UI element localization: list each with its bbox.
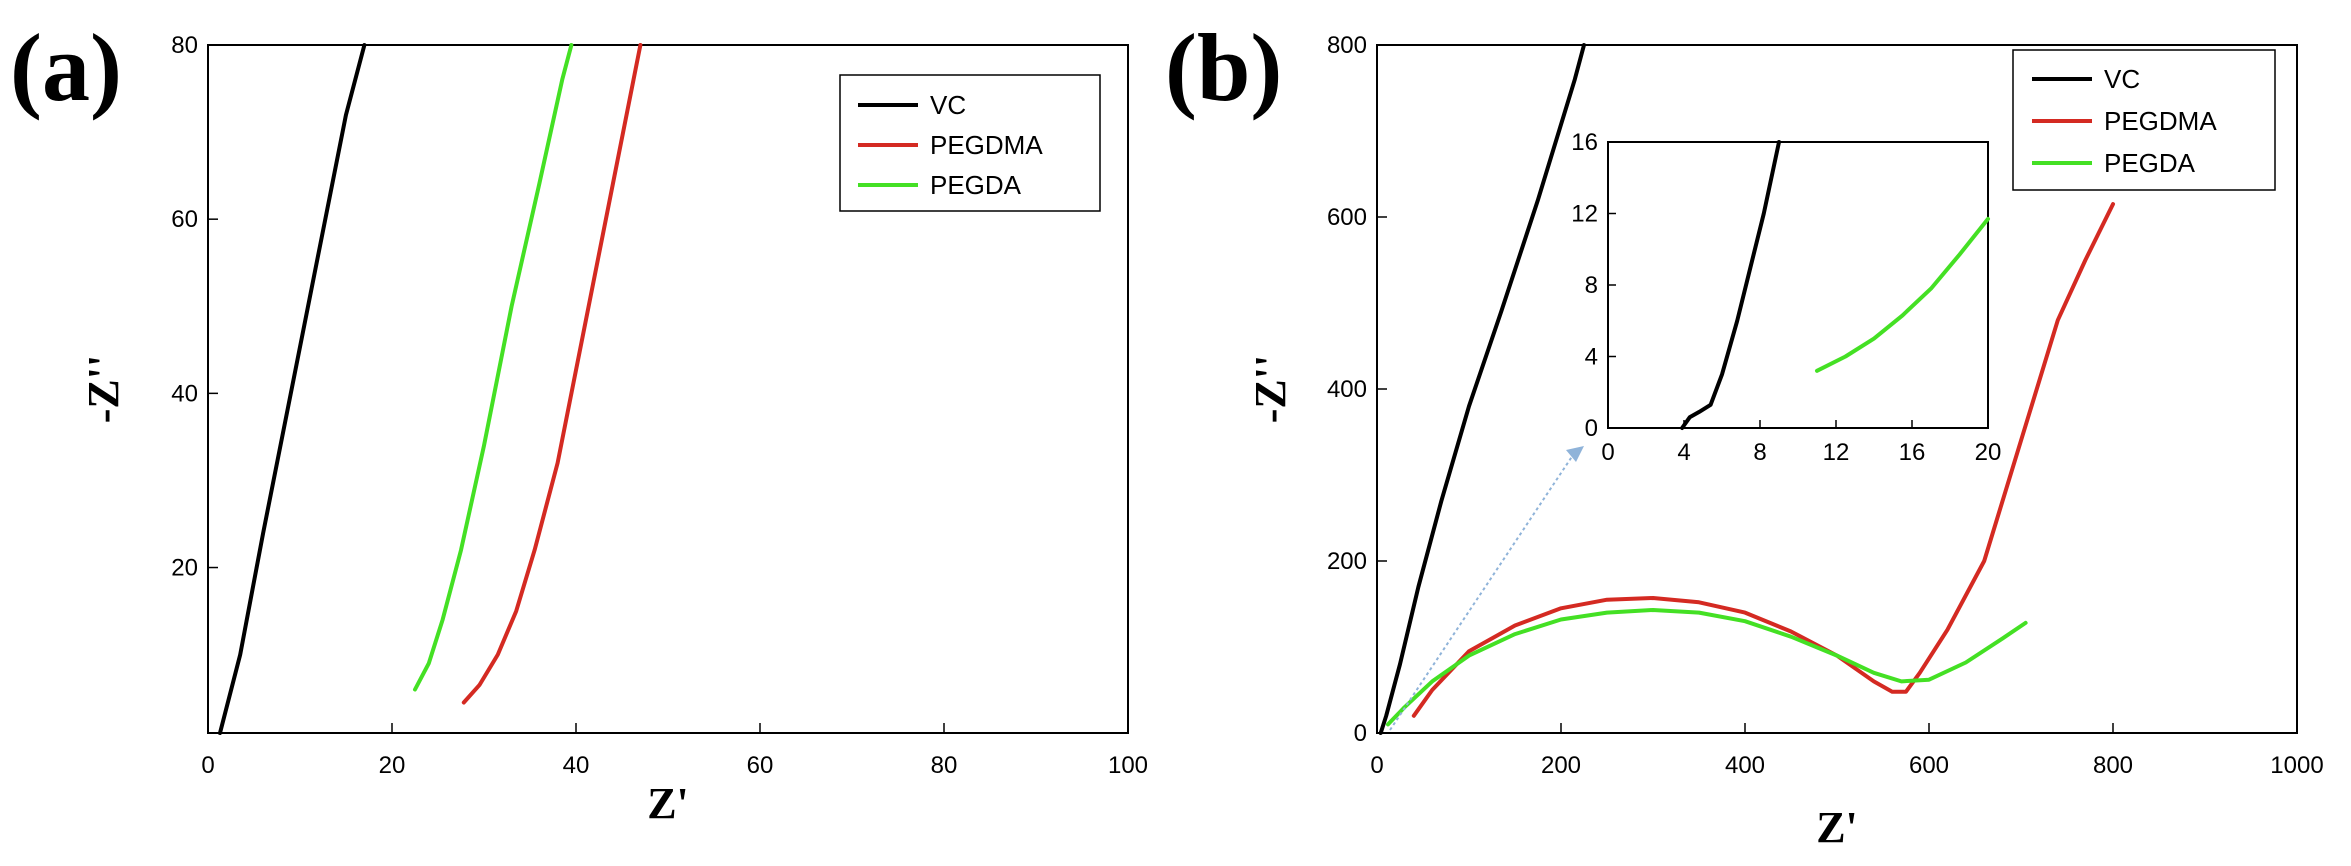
inset-pointer-arrowhead: [1566, 446, 1584, 462]
panel-a-ticks: 0 20 40 60 80 100 20 40 60 80: [171, 32, 1148, 779]
panel-a-legend: VC PEGDMA PEGDA: [839, 74, 1101, 212]
panel-b-series: [1378, 43, 2115, 735]
legend-label-vc: VC: [2104, 64, 2140, 94]
panel-a-y-axis-title: -Z'': [79, 355, 128, 423]
y-tick-label: 20: [171, 555, 198, 582]
x-tick-label: 20: [379, 752, 406, 779]
panel-b-x-axis-title: Z': [1816, 803, 1858, 852]
series-line-pegda: [1386, 608, 2028, 727]
inset-x-tick-label: 4: [1677, 439, 1690, 466]
y-tick-label: 800: [1327, 32, 1367, 59]
panel-b-legend: VC PEGDMA PEGDA: [2012, 49, 2276, 191]
x-tick-label: 100: [1108, 752, 1148, 779]
inset-x-tick-label: 12: [1823, 439, 1850, 466]
x-tick-label: 80: [931, 752, 958, 779]
x-tick-label: 800: [2093, 752, 2133, 779]
x-tick-label: 1000: [2270, 752, 2323, 779]
inset-y-tick-label: 16: [1571, 129, 1598, 156]
y-tick-label: 80: [171, 32, 198, 59]
series-line-pegda: [413, 43, 574, 692]
legend-label-pegda: PEGDA: [2104, 148, 2196, 178]
panel-a-label: (a): [10, 14, 122, 121]
y-tick-label: 400: [1327, 376, 1367, 403]
legend-label-vc: VC: [930, 90, 966, 120]
x-tick-label: 200: [1541, 752, 1581, 779]
inset-series-line-pegda: [1815, 216, 1990, 373]
x-tick-label: 60: [747, 752, 774, 779]
panel-b-inset: 0 4 8 12 16 20 0 4 8 12 16: [1571, 129, 2001, 466]
inset-x-tick-label: 20: [1975, 439, 2002, 466]
inset-pointer-arrow: [1389, 451, 1576, 731]
legend-label-pegdma: PEGDMA: [2104, 106, 2217, 136]
inset-plot-frame: [1607, 141, 1989, 429]
series-line-pegdma: [461, 43, 643, 705]
y-tick-label: 200: [1327, 548, 1367, 575]
inset-ticks: 0 4 8 12 16 20 0 4 8 12 16: [1571, 129, 2001, 466]
y-tick-label: 0: [1354, 720, 1367, 747]
x-tick-label: 400: [1725, 752, 1765, 779]
inset-y-tick-label: 8: [1585, 272, 1598, 299]
series-line-vc: [1378, 43, 1586, 735]
inset-series: [1680, 140, 1990, 430]
inset-x-tick-label: 0: [1601, 439, 1614, 466]
y-tick-label: 600: [1327, 204, 1367, 231]
x-tick-label: 600: [1909, 752, 1949, 779]
legend-label-pegda: PEGDA: [930, 170, 1022, 200]
y-tick-label: 40: [171, 380, 198, 407]
inset-x-tick-label: 8: [1753, 439, 1766, 466]
inset-series-line-vc: [1680, 140, 1781, 430]
x-tick-label: 0: [201, 752, 214, 779]
inset-y-tick-label: 0: [1585, 415, 1598, 442]
panel-a-series: [218, 43, 643, 735]
panel-a: (a) 0 20 40 60 80 100 20 40 60 80 Z' -Z'' VC PEGDM…: [10, 14, 1148, 828]
inset-x-tick-label: 16: [1899, 439, 1926, 466]
inset-y-tick-label: 4: [1585, 344, 1598, 371]
panel-a-plot-frame: [207, 44, 1129, 734]
y-tick-label: 60: [171, 206, 198, 233]
panel-b-label: (b): [1165, 14, 1282, 121]
series-line-vc: [218, 43, 367, 735]
panel-a-x-axis-title: Z': [647, 779, 689, 828]
x-tick-label: 0: [1370, 752, 1383, 779]
x-tick-label: 40: [563, 752, 590, 779]
inset-y-tick-label: 12: [1571, 201, 1598, 228]
panel-b-y-axis-title: -Z'': [1246, 355, 1295, 423]
legend-label-pegdma: PEGDMA: [930, 130, 1043, 160]
